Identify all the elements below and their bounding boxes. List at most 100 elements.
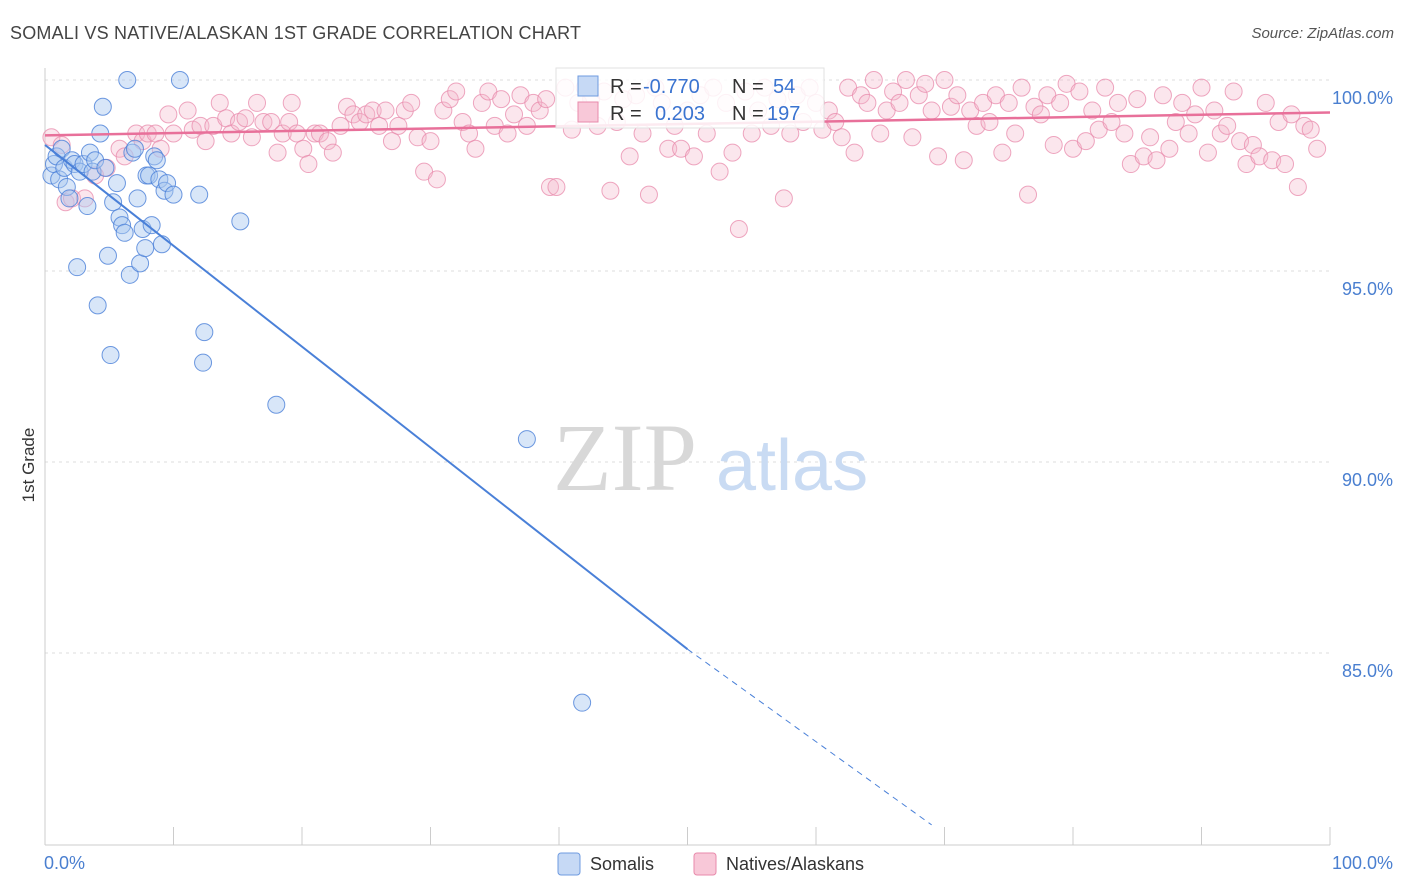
natives-point bbox=[1108, 93, 1127, 112]
legend-label-somalis[interactable]: Somalis bbox=[590, 854, 654, 874]
somalis-point bbox=[104, 193, 123, 212]
somalis-point bbox=[158, 174, 177, 193]
natives-point bbox=[151, 139, 170, 158]
somalis-point bbox=[142, 216, 161, 235]
natives-point bbox=[210, 93, 229, 112]
natives-point bbox=[318, 132, 337, 151]
natives-point bbox=[1044, 135, 1063, 154]
natives-point bbox=[903, 128, 922, 147]
natives-point bbox=[42, 128, 61, 147]
natives-point bbox=[268, 143, 287, 162]
natives-point bbox=[1031, 105, 1050, 124]
natives-point bbox=[1096, 78, 1115, 97]
y-tick-label: 100.0% bbox=[1332, 88, 1393, 108]
somalis-point bbox=[190, 185, 209, 204]
natives-point bbox=[1012, 78, 1031, 97]
natives-point bbox=[248, 93, 267, 112]
natives-point bbox=[1205, 101, 1224, 120]
natives-point bbox=[287, 124, 306, 143]
natives-point bbox=[954, 151, 973, 170]
natives-point bbox=[1115, 124, 1134, 143]
watermark-atlas: atlas bbox=[716, 426, 868, 506]
natives-point bbox=[1025, 97, 1044, 116]
somalis-point bbox=[195, 323, 214, 342]
natives-point bbox=[1141, 128, 1160, 147]
somalis-point bbox=[194, 353, 213, 372]
natives-point bbox=[1173, 93, 1192, 112]
somalis-point bbox=[115, 223, 134, 242]
x-tick-label-right: 100.0% bbox=[1332, 853, 1393, 873]
natives-point bbox=[1243, 135, 1262, 154]
natives-point bbox=[537, 90, 556, 109]
legend-label-natives[interactable]: Natives/Alaskans bbox=[726, 854, 864, 874]
somalis-point bbox=[140, 166, 159, 185]
legend-swatch-natives[interactable] bbox=[693, 852, 717, 876]
natives-point bbox=[832, 128, 851, 147]
natives-point bbox=[620, 147, 639, 166]
natives-point bbox=[498, 124, 517, 143]
natives-point bbox=[427, 170, 446, 189]
somalis-point bbox=[57, 177, 76, 196]
natives-point bbox=[440, 90, 459, 109]
somalis-points bbox=[42, 71, 592, 712]
somalis-point bbox=[125, 139, 144, 158]
natives-point bbox=[1128, 90, 1147, 109]
natives-point bbox=[376, 101, 395, 120]
somalis-point bbox=[120, 265, 139, 284]
watermark-zip: ZIP bbox=[553, 404, 697, 511]
natives-point bbox=[472, 93, 491, 112]
natives-point bbox=[864, 71, 883, 89]
natives-point bbox=[1198, 143, 1217, 162]
natives-point bbox=[890, 93, 909, 112]
natives-n-label: N = bbox=[732, 103, 764, 125]
somalis-point bbox=[74, 155, 93, 174]
natives-point bbox=[434, 101, 453, 120]
somalis-point bbox=[50, 170, 69, 189]
stats-box bbox=[555, 67, 825, 129]
y-axis-label: 1st Grade bbox=[19, 428, 38, 503]
natives-point bbox=[453, 113, 472, 132]
somalis-point bbox=[86, 151, 105, 170]
natives-point bbox=[916, 74, 935, 93]
natives-point bbox=[929, 147, 948, 166]
somalis-swatch bbox=[577, 75, 599, 97]
natives-point bbox=[337, 97, 356, 116]
somalis-point bbox=[88, 296, 107, 315]
natives-r-value: 0.203 bbox=[655, 103, 705, 125]
somalis-trend-line bbox=[44, 144, 689, 650]
natives-point bbox=[1051, 93, 1070, 112]
somalis-point bbox=[101, 346, 120, 365]
natives-point bbox=[466, 139, 485, 158]
somalis-n-label: N = bbox=[732, 76, 764, 98]
natives-point bbox=[505, 105, 524, 124]
natives-point bbox=[323, 143, 342, 162]
natives-point bbox=[1070, 82, 1089, 101]
natives-point bbox=[1083, 101, 1102, 120]
natives-point bbox=[993, 143, 1012, 162]
natives-point bbox=[684, 147, 703, 166]
natives-point bbox=[884, 82, 903, 101]
natives-point bbox=[1288, 177, 1307, 196]
y-tick-label: 85.0% bbox=[1342, 661, 1393, 681]
legend-swatch-somalis[interactable] bbox=[557, 852, 581, 876]
natives-point bbox=[363, 101, 382, 120]
somalis-point bbox=[267, 395, 286, 414]
bottom-legend: Somalis Natives/Alaskans bbox=[557, 852, 864, 876]
natives-point bbox=[710, 162, 729, 181]
axes bbox=[44, 68, 1331, 846]
natives-point bbox=[1276, 155, 1295, 174]
natives-point bbox=[999, 93, 1018, 112]
somalis-point bbox=[96, 158, 115, 177]
natives-point bbox=[639, 185, 658, 204]
natives-point bbox=[344, 105, 363, 124]
somalis-point bbox=[60, 189, 79, 208]
natives-point bbox=[774, 189, 793, 208]
natives-point bbox=[1308, 139, 1327, 158]
somalis-point bbox=[152, 235, 171, 254]
natives-point bbox=[159, 105, 178, 124]
natives-point bbox=[601, 181, 620, 200]
y-tick-label: 90.0% bbox=[1342, 470, 1393, 490]
somalis-point bbox=[93, 97, 112, 116]
somalis-trend-extension bbox=[687, 648, 932, 826]
natives-point bbox=[282, 93, 301, 112]
